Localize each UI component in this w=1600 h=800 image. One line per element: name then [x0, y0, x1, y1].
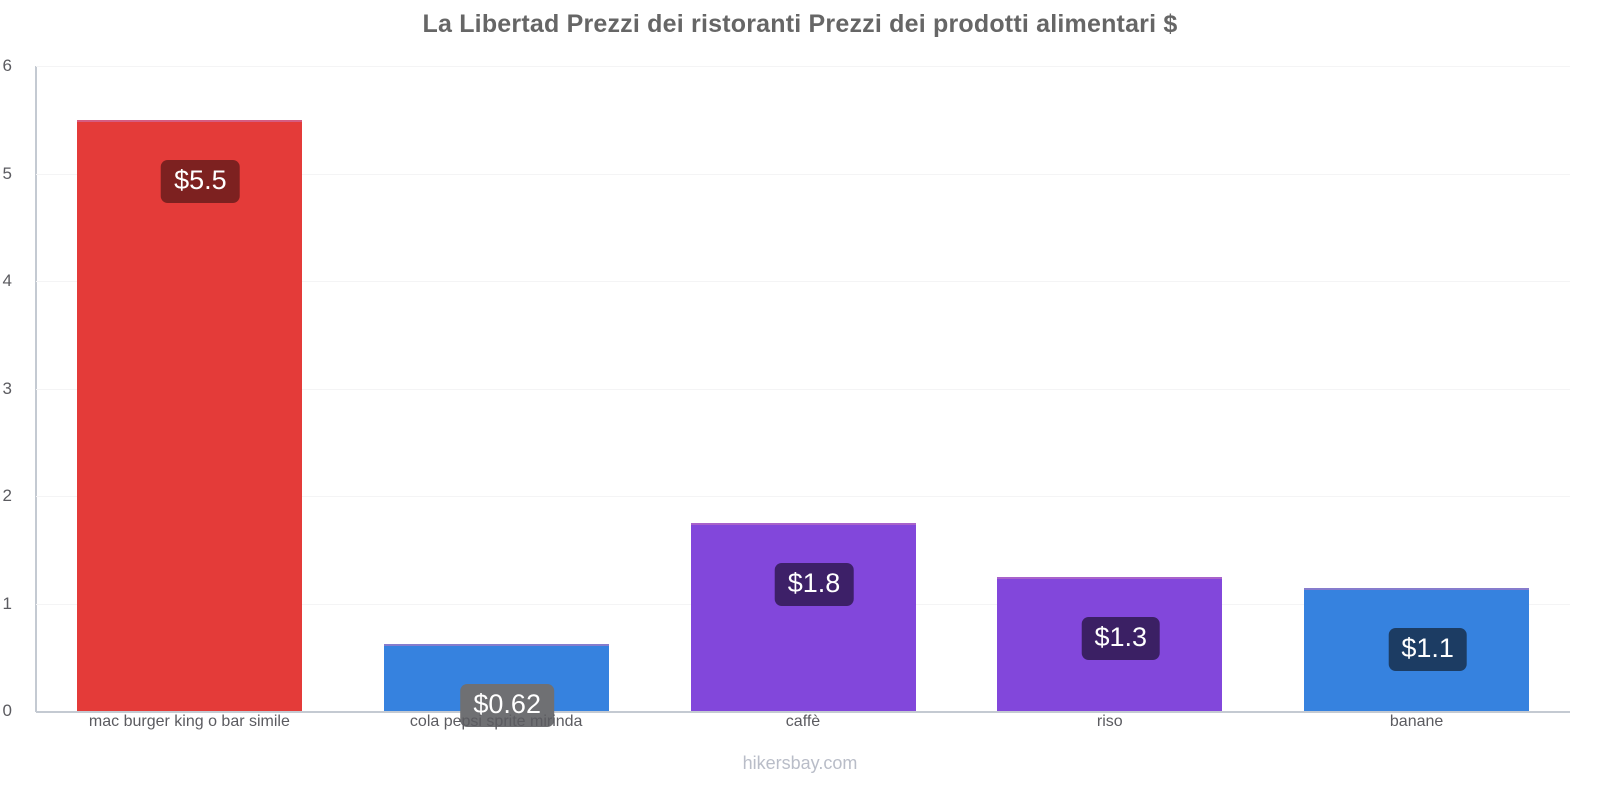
y-tick-label: 2: [2, 486, 12, 505]
x-tick-label: caffè: [785, 713, 821, 730]
bar-value-label: $1.8: [774, 562, 854, 606]
gridline: [36, 281, 1570, 282]
gridline: [36, 496, 1570, 497]
x-tick-label: cola pepsi sprite mirinda: [409, 713, 583, 730]
bar-value-label: $1.3: [1081, 616, 1161, 660]
y-tick-label: 1: [2, 593, 12, 613]
gridline: [36, 388, 1570, 390]
y-tick-label: 5: [2, 163, 12, 183]
page-title: La Libertad Prezzi dei ristoranti Prezzi…: [422, 10, 1178, 38]
source-watermark: hikersbay.com: [742, 753, 858, 773]
plot-area: $5.5 $0.62 $1.8 $1.3 $1.1: [36, 66, 1570, 728]
bar-value-label: $1.1: [1388, 628, 1467, 672]
y-tick-label: 6: [2, 56, 12, 75]
x-tick-label: riso: [1096, 713, 1123, 730]
gridline: [36, 66, 1570, 67]
bar[interactable]: [76, 119, 302, 711]
y-tick-label: 3: [2, 378, 12, 398]
gridline: [36, 173, 1570, 175]
x-tick-label: mac burger king o bar simile: [88, 713, 290, 730]
bar-value-label: $0.62: [460, 684, 554, 728]
y-tick-label: 4: [2, 271, 12, 290]
bar[interactable]: [690, 522, 916, 711]
x-tick-label: banane: [1389, 713, 1444, 730]
gridline: [36, 711, 1570, 713]
y-tick-label: 0: [2, 701, 12, 720]
bar-value-label: $5.5: [161, 159, 240, 203]
